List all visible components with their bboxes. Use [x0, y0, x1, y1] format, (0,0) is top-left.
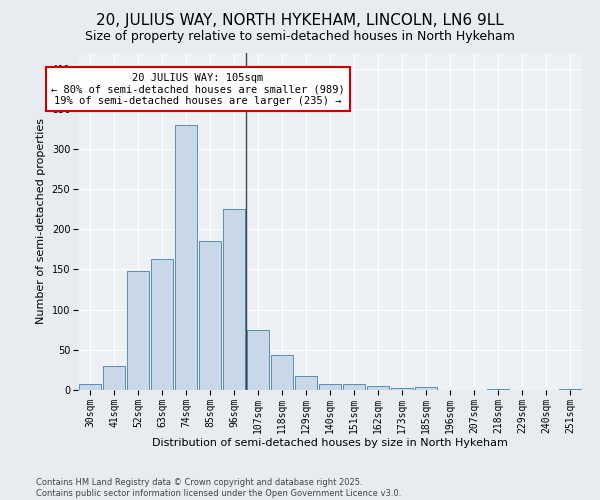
Bar: [487, 389, 509, 390]
Bar: [391, 388, 413, 390]
Bar: [223, 209, 245, 390]
Bar: [199, 242, 221, 390]
Bar: [559, 389, 581, 390]
Bar: [343, 384, 365, 390]
Bar: [151, 259, 173, 390]
Bar: [79, 384, 101, 390]
Bar: [127, 271, 149, 390]
X-axis label: Distribution of semi-detached houses by size in North Hykeham: Distribution of semi-detached houses by …: [152, 438, 508, 448]
Text: Contains HM Land Registry data © Crown copyright and database right 2025.
Contai: Contains HM Land Registry data © Crown c…: [36, 478, 401, 498]
Text: 20, JULIUS WAY, NORTH HYKEHAM, LINCOLN, LN6 9LL: 20, JULIUS WAY, NORTH HYKEHAM, LINCOLN, …: [96, 12, 504, 28]
Bar: [175, 125, 197, 390]
Bar: [103, 366, 125, 390]
Bar: [367, 386, 389, 390]
Bar: [271, 356, 293, 390]
Y-axis label: Number of semi-detached properties: Number of semi-detached properties: [36, 118, 46, 324]
Text: 20 JULIUS WAY: 105sqm
← 80% of semi-detached houses are smaller (989)
19% of sem: 20 JULIUS WAY: 105sqm ← 80% of semi-deta…: [51, 72, 345, 106]
Bar: [295, 376, 317, 390]
Bar: [319, 384, 341, 390]
Text: Size of property relative to semi-detached houses in North Hykeham: Size of property relative to semi-detach…: [85, 30, 515, 43]
Bar: [247, 330, 269, 390]
Bar: [415, 387, 437, 390]
